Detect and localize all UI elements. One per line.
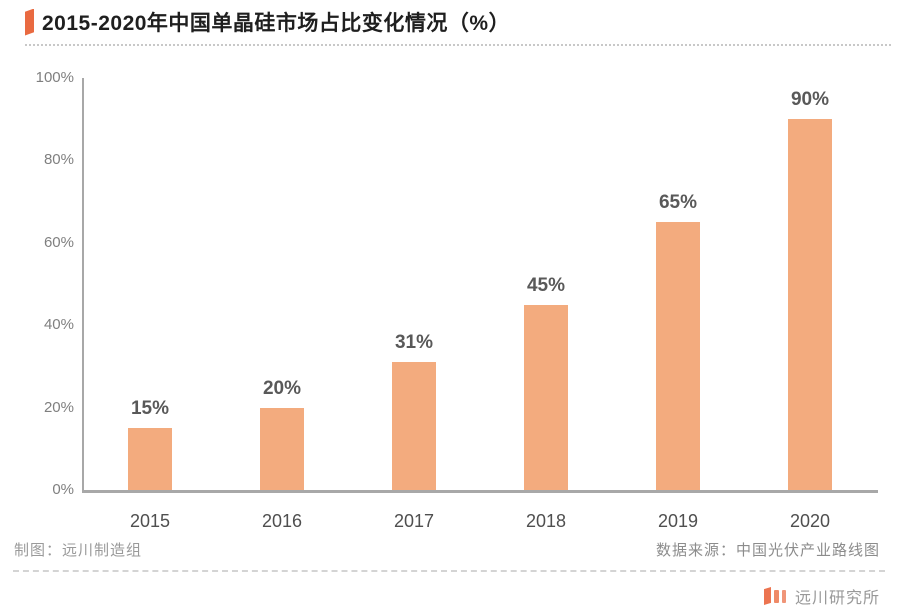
bar-2017 xyxy=(392,362,436,490)
footer-divider xyxy=(13,570,885,572)
x-axis-tick-2018: 2018 xyxy=(525,511,567,531)
y-axis-tick-100: 100% xyxy=(35,69,74,86)
bar-group-2016: 20% 2016 xyxy=(260,78,304,531)
bar-2016 xyxy=(260,407,304,490)
y-axis-tick-0: 0% xyxy=(52,481,74,498)
bar-2018 xyxy=(524,304,568,490)
bar-group-2017: 31% 2017 xyxy=(392,78,436,531)
bar-value-label: 45% xyxy=(526,274,566,296)
y-axis-tick-80: 80% xyxy=(43,151,74,168)
logo-bar-icon xyxy=(781,589,786,603)
bar-value-label: 31% xyxy=(394,332,434,354)
brand-footer: 远川研究所 xyxy=(763,584,880,608)
title-accent-bar-icon xyxy=(25,8,34,36)
brand-name: 远川研究所 xyxy=(794,590,880,607)
bar-group-2019: 65% 2019 xyxy=(656,78,700,531)
bar-value-label: 20% xyxy=(262,377,302,399)
bar-group-2018: 45% 2018 xyxy=(524,78,568,531)
bar-group-2020: 90% 2020 xyxy=(788,78,832,531)
bar-group-2015: 15% 2015 xyxy=(128,78,172,531)
data-source-text: 数据来源：中国光伏产业路线图 xyxy=(655,542,880,559)
bar-value-label: 15% xyxy=(130,398,170,420)
plot-area: 15% 2015 20% 2016 31% 2017 45% 2018 65% … xyxy=(82,78,878,531)
bar-value-label: 65% xyxy=(658,192,698,214)
bar-2019 xyxy=(656,222,700,490)
chart-title: 2015-2020年中国单晶硅市场占比变化情况（%） xyxy=(42,12,511,35)
y-axis-tick-40: 40% xyxy=(43,316,74,333)
title-divider xyxy=(25,44,891,46)
bar-value-label: 90% xyxy=(790,89,830,111)
credit-text: 制图：远川制造组 xyxy=(14,542,143,559)
bar-2020 xyxy=(788,119,832,490)
x-axis-tick-2017: 2017 xyxy=(393,511,435,531)
x-axis-tick-2020: 2020 xyxy=(789,511,831,531)
x-axis-tick-2016: 2016 xyxy=(261,511,303,531)
chart-header: 2015-2020年中国单晶硅市场占比变化情况（%） xyxy=(25,7,510,37)
logo-bar-icon xyxy=(773,589,779,603)
x-axis-tick-2019: 2019 xyxy=(657,511,699,531)
yuanchuan-logo-icon xyxy=(763,586,786,606)
logo-bar-icon xyxy=(763,587,771,605)
x-axis-tick-2015: 2015 xyxy=(129,511,171,531)
y-axis-tick-60: 60% xyxy=(43,234,74,251)
y-axis-tick-20: 20% xyxy=(43,399,74,416)
bar-2015 xyxy=(128,428,172,490)
